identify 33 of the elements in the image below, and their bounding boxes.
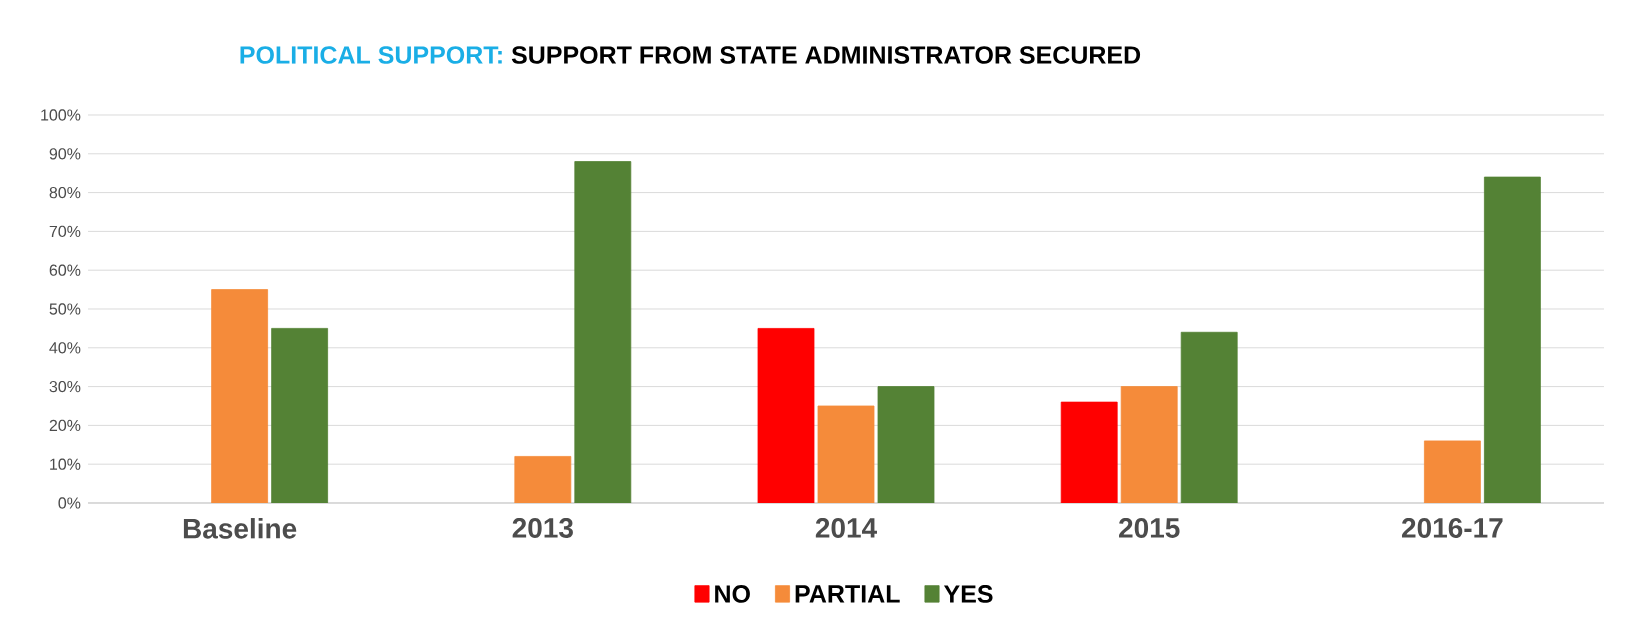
bar xyxy=(757,327,815,503)
bar xyxy=(1484,176,1541,503)
y-tick-label: 60% xyxy=(49,264,81,276)
chart-title: POLITICAL SUPPORT: xyxy=(240,46,502,64)
chart-subtitle: SUPPORT FROM STATE ADMINISTRATOR SECURED xyxy=(511,46,1141,64)
y-tick-label: 40% xyxy=(49,342,81,354)
legend-label: PARTIAL xyxy=(795,585,900,603)
y-tick-label: 20% xyxy=(49,419,81,432)
bar xyxy=(877,386,935,503)
bar xyxy=(1120,386,1178,503)
y-tick-label: 90% xyxy=(49,148,81,160)
x-tick-label: 2013 xyxy=(512,518,573,538)
y-tick-label: 10% xyxy=(50,458,81,470)
bar xyxy=(1060,401,1118,503)
bar xyxy=(271,327,329,503)
y-tick-label: 50% xyxy=(49,303,81,315)
y-tick-label: 100% xyxy=(41,109,81,121)
bar xyxy=(211,289,269,503)
x-tick-label: 2016-17 xyxy=(1401,518,1503,538)
y-tick-label: 80% xyxy=(49,186,81,199)
bar xyxy=(1180,331,1238,503)
x-tick-label: 2015 xyxy=(1119,518,1180,538)
bar xyxy=(817,405,875,503)
y-tick-label: 0% xyxy=(58,497,81,509)
legend-label: NO xyxy=(715,585,750,603)
bar xyxy=(574,161,632,503)
bar xyxy=(514,456,572,503)
legend-label: YES xyxy=(943,585,993,603)
bar xyxy=(1424,440,1481,503)
y-tick-label: 70% xyxy=(49,225,81,238)
y-tick-label: 30% xyxy=(49,380,81,393)
x-tick-label: Baseline xyxy=(183,518,297,539)
x-tick-label: 2014 xyxy=(815,518,877,538)
